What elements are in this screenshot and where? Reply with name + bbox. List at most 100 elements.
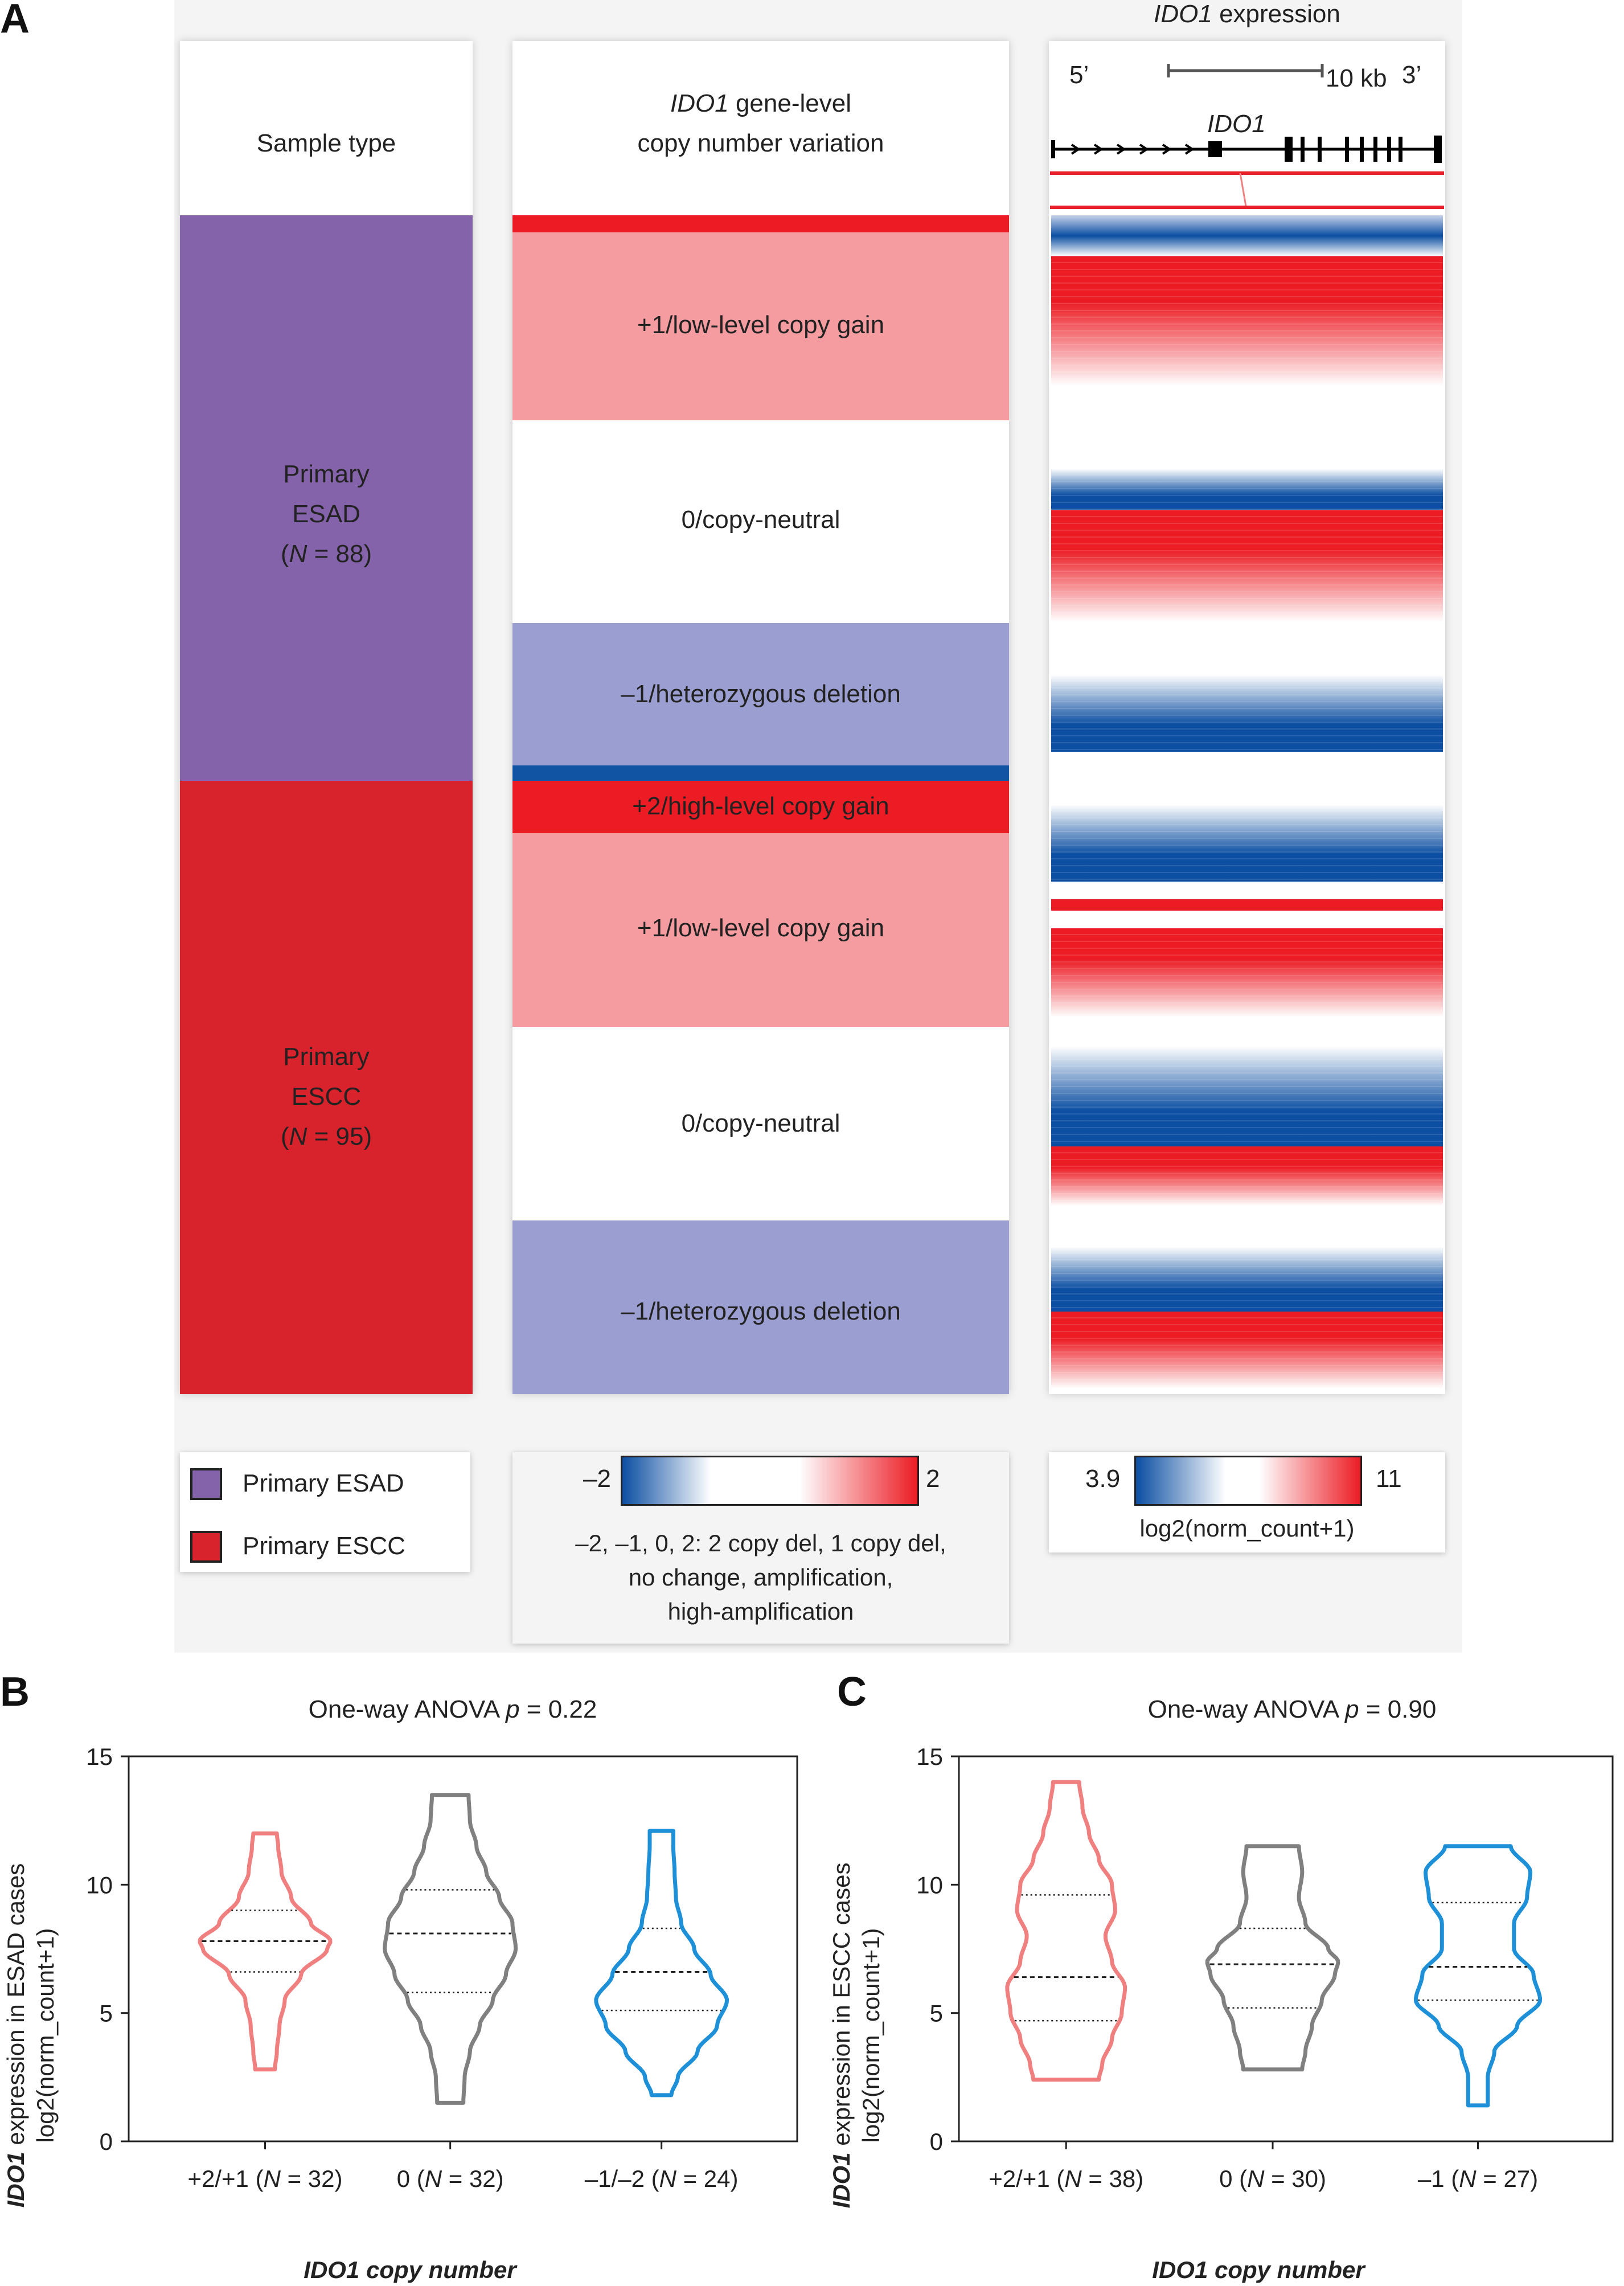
cnv-column: IDO1 gene-level copy number variation +1…: [512, 41, 1009, 1394]
expr-legend-gradient: [1134, 1456, 1362, 1506]
panel-a-letter: A: [0, 0, 30, 42]
expression-strip: [1051, 911, 1443, 929]
x-tick-label: +2/+1 (N = 38): [989, 2165, 1143, 2192]
cnv-esad-high-band: [512, 215, 1009, 232]
cnv-header-gene: IDO1: [670, 89, 729, 117]
track-gene-label: IDO1: [1207, 110, 1266, 138]
escc-n-text: = 95: [307, 1122, 364, 1150]
expression-strip: [1051, 256, 1443, 387]
violin-3: [1413, 1844, 1543, 2108]
cnv-header: IDO1 gene-level copy number variation: [512, 84, 1009, 163]
cnv-color-legend: –2 2 –2, –1, 0, 2: 2 copy del, 1 copy de…: [512, 1452, 1009, 1644]
sample-type-header: Sample type: [256, 129, 396, 157]
expression-strip: [1051, 386, 1443, 469]
cnv-legend-gradient: [621, 1456, 919, 1506]
esad-sample-block: Primary ESAD (N = 88): [180, 215, 473, 781]
y-tick-label: 10: [916, 1871, 943, 1898]
esad-n: (N = 88): [280, 540, 372, 568]
escc-n: (N = 95): [280, 1122, 372, 1150]
violin-3: [594, 1829, 729, 2097]
panel-b-letter: B: [0, 1669, 30, 1715]
esad-line2: ESAD: [292, 500, 360, 528]
sample-type-column: Sample type Primary ESAD (N = 88) Primar…: [180, 41, 473, 1394]
expr-legend-max: 11: [1376, 1465, 1402, 1493]
cnv-esad-del-label: –1/heterozygous deletion: [621, 680, 901, 708]
panel-b-title-value: = 0.22: [520, 1695, 597, 1723]
cnv-escc-high-band: +2/high-level copy gain: [512, 781, 1009, 833]
panel-b-title: One-way ANOVA p = 0.22: [309, 1695, 597, 1723]
x-tick-label: –1/–2 (N = 24): [585, 2165, 739, 2192]
track-5prime: 5’: [1069, 61, 1089, 89]
expression-strip: [1051, 899, 1443, 911]
expression-strip: [1051, 469, 1443, 510]
panel-b-xlabel: IDO1 copy number: [304, 2256, 518, 2283]
y-tick-label: 5: [930, 2000, 943, 2027]
expression-strip: [1051, 1146, 1443, 1206]
panel-c-xlabel-rest: copy number: [1208, 2256, 1366, 2283]
expression-strip: [1051, 751, 1443, 805]
expression-strip: [1051, 622, 1443, 675]
panel-c-ylabel-gene: IDO1: [828, 2152, 855, 2208]
expression-title-gene: IDO1: [1154, 0, 1212, 28]
cnv-legend-desc-3: high-amplification: [667, 1598, 854, 1625]
x-tick-label: +2/+1 (N = 32): [187, 2165, 342, 2192]
escc-sample-label: Primary ESCC (N = 95): [180, 1037, 473, 1157]
panel-c-xlabel-gene: IDO1: [1152, 2256, 1208, 2283]
track-3prime: 3’: [1402, 61, 1421, 89]
panel-c-ylabel-1: IDO1 expression in ESCC cases: [828, 1863, 855, 2209]
panel-b-ylabel-rest: expression in ESAD cases: [2, 1863, 29, 2152]
cnv-legend-max: 2: [926, 1465, 940, 1493]
panel-c-letter: C: [837, 1669, 867, 1715]
expr-legend-label: log2(norm_count+1): [1139, 1515, 1355, 1542]
esad-n-text: = 88: [307, 540, 364, 568]
panel-c-title-p: p: [1344, 1695, 1359, 1723]
expression-heatmap: [1051, 215, 1443, 1394]
y-tick-label: 15: [86, 1743, 113, 1770]
x-tick-label: –1 (N = 27): [1418, 2165, 1538, 2192]
cnv-esad-neutral-band: 0/copy-neutral: [512, 420, 1009, 623]
cnv-header-rest: gene-level: [728, 89, 851, 117]
panel-c-title-text: One-way ANOVA p = 0.90: [1148, 1695, 1437, 1723]
expression-title-rest: expression: [1212, 0, 1340, 28]
transcript-connector: [1239, 173, 1247, 207]
cnv-legend-desc: –2, –1, 0, 2: 2 copy del, 1 copy del, no…: [512, 1526, 1009, 1629]
violin-2: [383, 1793, 518, 2105]
panel-b-ylabel-gene: IDO1: [2, 2152, 29, 2207]
cnv-esad-neutral-label: 0/copy-neutral: [681, 506, 840, 534]
expression-strip: [1051, 1312, 1443, 1388]
panel-b-ylabel-1: IDO1 expression in ESAD cases: [2, 1863, 29, 2208]
expression-strip: [1051, 1247, 1443, 1312]
expression-color-legend: 3.9 11 log2(norm_count+1): [1049, 1452, 1445, 1552]
y-tick-label: 5: [100, 2000, 113, 2027]
gene-exons: [1051, 136, 1442, 163]
panel-c-xlabel: IDO1 copy number: [1152, 2256, 1366, 2283]
gene-track: 5’ 3’ 10 kb IDO1: [1050, 61, 1444, 209]
cnv-legend-desc-1: –2, –1, 0, 2: 2 copy del, 1 copy del,: [575, 1530, 946, 1556]
panel-b-xlabel-gene: IDO1: [304, 2256, 359, 2283]
legend-esad-swatch: [190, 1468, 222, 1500]
cnv-esad-del2-band: [512, 765, 1009, 781]
cnv-escc-gain-label: +1/low-level copy gain: [637, 914, 885, 942]
violin-1: [198, 1831, 333, 2072]
expression-strip: [1051, 1205, 1443, 1247]
cnv-legend-desc-2: no change, amplification,: [628, 1564, 893, 1591]
expression-strip: [1051, 1388, 1443, 1394]
panel-c-plot: 0 5 10 15 +2/+1 (N = 38) 0 (N = 30) –1 (N = 27…: [916, 1743, 1614, 2192]
expression-strip: [1051, 215, 1443, 257]
expression-strip: [1051, 928, 1443, 1017]
panel-b-title-p: p: [505, 1695, 519, 1723]
cnv-legend-min: –2: [583, 1465, 611, 1493]
y-tick-label: 0: [100, 2128, 113, 2155]
expression-strip: [1051, 1046, 1443, 1147]
panel-b-title-prefix: One-way ANOVA: [309, 1695, 506, 1723]
cnv-escc-gain-band: +1/low-level copy gain: [512, 833, 1009, 1027]
plot-frame: [128, 1755, 798, 2142]
track-scale-label: 10 kb: [1326, 64, 1387, 92]
cnv-escc-neutral-band: 0/copy-neutral: [512, 1027, 1009, 1220]
y-tick-label: 15: [916, 1743, 943, 1770]
expression-strip: [1051, 675, 1443, 752]
esad-n-var: N: [289, 540, 307, 568]
panel-c-ylabel-2: log2(norm_count+1): [858, 1928, 884, 2142]
escc-n-var: N: [289, 1122, 307, 1150]
cnv-escc-del-label: –1/heterozygous deletion: [621, 1297, 901, 1325]
